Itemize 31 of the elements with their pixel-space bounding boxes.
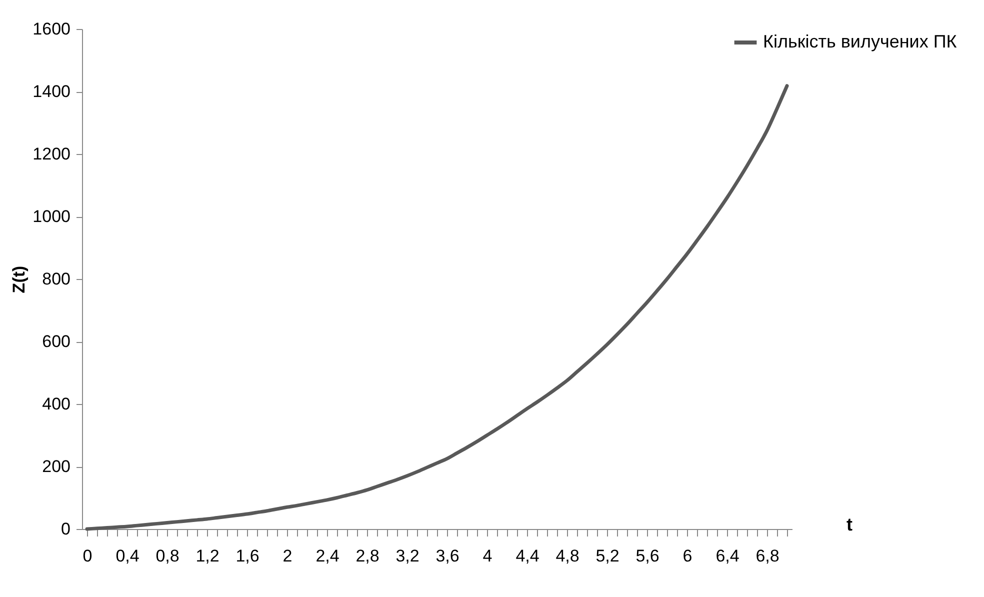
y-tick-label: 600 bbox=[42, 332, 70, 351]
x-tick-label: 2,4 bbox=[316, 546, 340, 566]
x-tick-label: 6 bbox=[682, 546, 692, 566]
x-tick-label: 5,2 bbox=[596, 546, 620, 566]
x-tick-label: 4 bbox=[482, 546, 492, 566]
x-tick-label: 0,8 bbox=[156, 546, 180, 566]
line-series bbox=[85, 84, 789, 531]
x-tick-label: 4,4 bbox=[516, 546, 540, 566]
y-tick-label: 1000 bbox=[32, 207, 70, 226]
y-tick-label: 800 bbox=[42, 270, 70, 288]
x-tick-label: 4,8 bbox=[556, 546, 580, 566]
y-tick-label: 200 bbox=[42, 457, 70, 476]
x-tick-label: 2 bbox=[282, 546, 292, 566]
y-tick-label: 1600 bbox=[32, 20, 70, 38]
x-tick-label: 5,6 bbox=[636, 546, 660, 566]
x-tick-label: 0,4 bbox=[116, 546, 140, 566]
legend-label: Кількість вилучених ПК bbox=[763, 32, 958, 52]
x-tick-label: 0 bbox=[82, 546, 92, 566]
y-axis-title: Z(t) bbox=[10, 266, 29, 294]
y-tick-label: 0 bbox=[61, 520, 70, 538]
x-tick-label: 1,6 bbox=[236, 546, 260, 566]
x-tick-label: 2,8 bbox=[356, 546, 380, 566]
x-axis-title: t bbox=[846, 514, 852, 534]
x-tick-label: 3,6 bbox=[436, 546, 460, 566]
x-tick-label: 6,8 bbox=[756, 546, 780, 566]
y-tick-label: 400 bbox=[42, 394, 70, 414]
y-tick-label: 1200 bbox=[32, 144, 70, 164]
x-tick-label: 6,4 bbox=[716, 546, 740, 566]
x-tick-label: 3,2 bbox=[396, 546, 420, 566]
y-tick-label: 1400 bbox=[32, 82, 70, 101]
x-tick-label: 1,2 bbox=[196, 546, 220, 566]
